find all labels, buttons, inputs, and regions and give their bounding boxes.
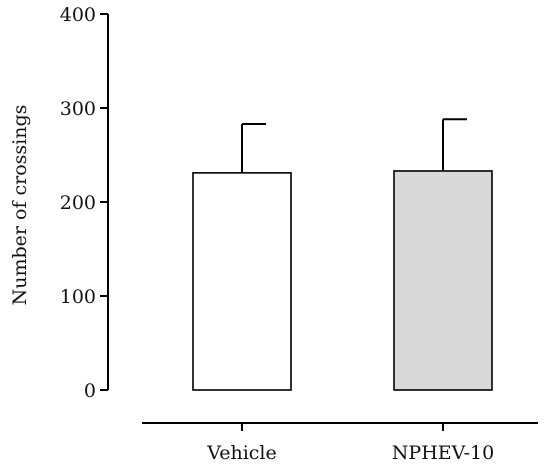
x-axis: Vehicle NPHEV-10: [142, 422, 538, 464]
y-tick-label: 400: [60, 4, 96, 26]
y-tick-label: 200: [60, 192, 96, 214]
bar-1: [192, 172, 292, 391]
bars: [192, 118, 493, 391]
y-tick-label: 300: [60, 98, 96, 120]
y-axis: 0 100 200 300 400: [60, 4, 109, 402]
x-tick-label: Vehicle: [206, 442, 277, 464]
y-axis-title: Number of crossings: [9, 105, 31, 306]
y-tick-label: 0: [84, 380, 96, 402]
bar-2: [393, 170, 493, 391]
y-tick-label: 100: [60, 286, 96, 308]
x-tick-label: NPHEV-10: [392, 442, 494, 464]
